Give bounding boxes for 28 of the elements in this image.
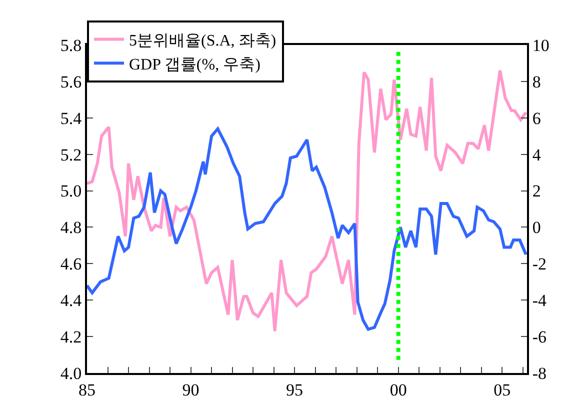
y2-tick-label: 2 [532,182,541,201]
y2-tick-label: 10 [532,36,550,55]
x-tick-label: 90 [182,380,200,400]
x-tick-label: 95 [286,380,304,400]
x-tick-label: 00 [390,380,407,400]
y-tick-label: 5.2 [60,145,82,164]
y-tick-label: 5.0 [60,182,82,201]
y2-tick-label: 0 [532,218,541,238]
y-tick-label: 4.0 [60,364,82,383]
legend-label: 5분위배율(S.A, 좌축) [129,32,276,50]
legend-label: GDP 갭률(%, 우축) [129,56,260,74]
y2-tick-label: -2 [532,254,547,274]
y-tick-label: 4.2 [60,328,82,347]
y-tick-label: 5.8 [60,36,82,55]
line-series [87,127,527,331]
y-tick-label: 4.4 [60,291,82,310]
y2-tick-label: 8 [532,72,541,92]
y-tick-label: 5.6 [60,72,82,92]
y2-tick-label: -4 [532,291,548,310]
y2-tick-label: -8 [532,364,547,383]
y-tick-label: 4.8 [60,218,82,238]
x-tick-label: 85 [78,380,96,400]
y2-tick-label: 6 [532,108,541,128]
x-tick-label: 05 [494,380,511,400]
y2-tick-label: 4 [532,145,542,164]
y-tick-label: 5.4 [60,108,82,128]
y2-tick-label: -6 [532,328,547,347]
y-tick-label: 4.6 [60,254,82,274]
